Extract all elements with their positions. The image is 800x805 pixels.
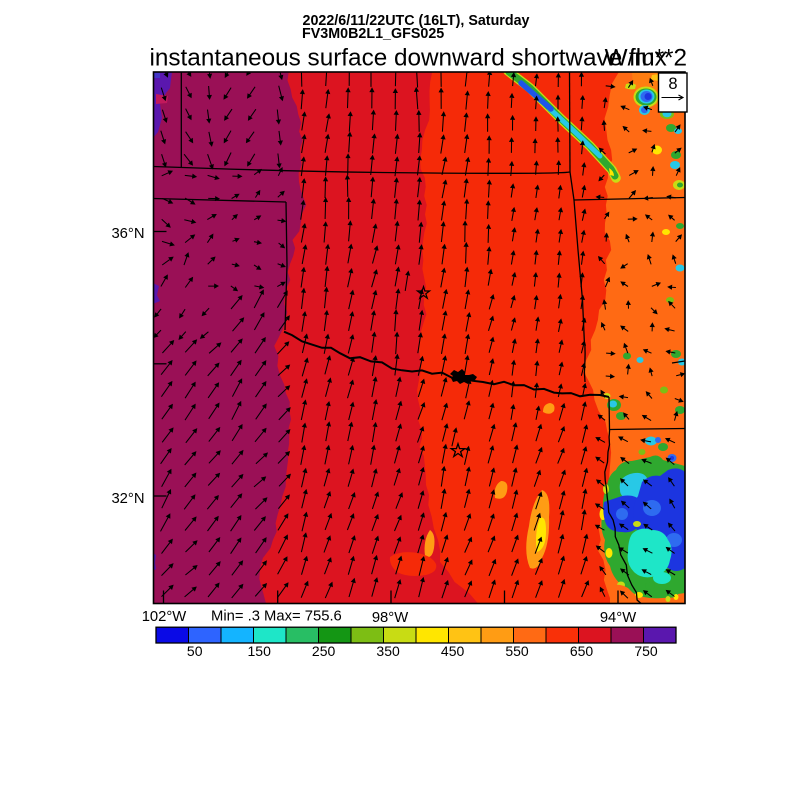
svg-text:2022/6/11/22UTC (16LT), Saturd: 2022/6/11/22UTC (16LT), Saturday — [303, 13, 530, 29]
svg-text:W/m**2: W/m**2 — [605, 45, 687, 72]
svg-text:650: 650 — [570, 643, 594, 659]
svg-text:FV3M0B2L1_GFS025: FV3M0B2L1_GFS025 — [302, 26, 444, 42]
svg-text:250: 250 — [312, 643, 336, 659]
svg-text:350: 350 — [376, 643, 400, 659]
svg-text:550: 550 — [505, 643, 529, 659]
svg-text:94°W: 94°W — [600, 610, 636, 626]
svg-text:36°N: 36°N — [111, 226, 144, 242]
svg-text:50: 50 — [187, 643, 203, 659]
svg-text:8: 8 — [668, 75, 677, 93]
svg-text:Min= .3 Max= 755.6: Min= .3 Max= 755.6 — [211, 609, 342, 625]
svg-text:instantaneous surface downward: instantaneous surface downward shortwave… — [150, 45, 667, 72]
svg-text:450: 450 — [441, 643, 465, 659]
svg-text:102°W: 102°W — [142, 609, 187, 625]
svg-text:32°N: 32°N — [111, 491, 144, 507]
svg-text:150: 150 — [248, 643, 272, 659]
svg-text:98°W: 98°W — [372, 610, 408, 626]
svg-text:750: 750 — [634, 643, 658, 659]
